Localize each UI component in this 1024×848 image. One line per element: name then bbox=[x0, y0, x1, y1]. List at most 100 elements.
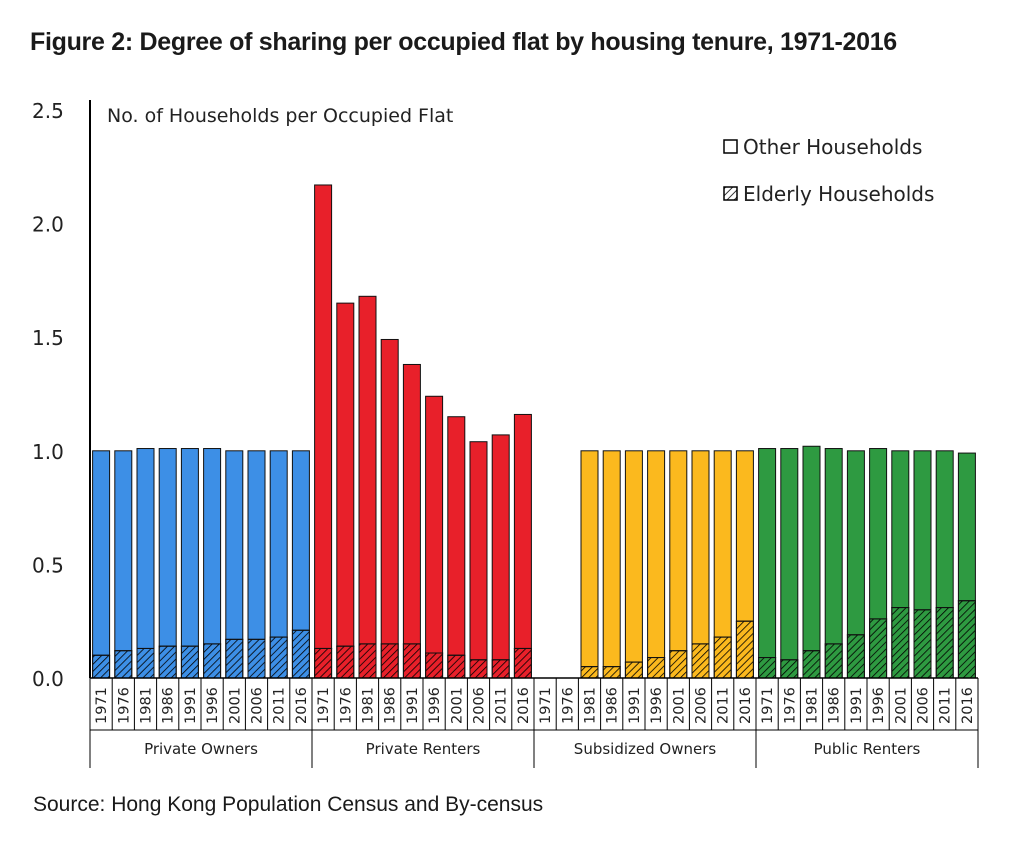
x-tick-label: 1996 bbox=[649, 687, 665, 724]
x-tick-label: 1991 bbox=[183, 687, 199, 724]
x-tick-label: 1996 bbox=[427, 687, 443, 724]
group-label: Private Owners bbox=[144, 740, 258, 758]
bar-other-households bbox=[580, 450, 599, 668]
x-tick-label: 2011 bbox=[494, 687, 510, 724]
x-tick-label: 1986 bbox=[161, 687, 177, 724]
bar-elderly-households-hatch bbox=[869, 618, 888, 679]
x-tick-label: 1996 bbox=[871, 687, 887, 724]
bar-elderly-households-hatch bbox=[380, 643, 399, 679]
x-tick-label: 1981 bbox=[139, 687, 155, 724]
bar-elderly-households-hatch bbox=[291, 629, 310, 679]
x-tick-label: 1971 bbox=[760, 687, 776, 724]
x-tick-label: 2016 bbox=[294, 687, 310, 724]
y-tick-label: 2.0 bbox=[32, 213, 64, 237]
x-tick-label: 2016 bbox=[960, 687, 976, 724]
x-tick-label: 1991 bbox=[849, 687, 865, 724]
bar-elderly-households-hatch bbox=[158, 645, 177, 679]
bar-elderly-households-hatch bbox=[203, 643, 222, 679]
x-tick-label: 1986 bbox=[383, 687, 399, 724]
x-tick-label: 1976 bbox=[782, 687, 798, 724]
bar-elderly-households-hatch bbox=[247, 638, 266, 679]
x-tick-label: 2006 bbox=[472, 687, 488, 724]
bar-other-households bbox=[203, 448, 222, 645]
bar-elderly-households-hatch bbox=[114, 650, 133, 679]
bar-other-households bbox=[624, 450, 643, 663]
x-tick-label: 2006 bbox=[694, 687, 710, 724]
legend-label-other: Other Households bbox=[743, 135, 922, 159]
x-tick-label: 1971 bbox=[94, 687, 110, 724]
bar-elderly-households-hatch bbox=[314, 647, 333, 679]
bar-other-households bbox=[891, 450, 910, 609]
x-tick-label: 1996 bbox=[205, 687, 221, 724]
x-tick-label: 2001 bbox=[893, 687, 909, 724]
x-tick-label: 1991 bbox=[627, 687, 643, 724]
y-tick-label: 1.5 bbox=[32, 326, 64, 350]
legend-swatch-elderly bbox=[723, 186, 738, 201]
bar-elderly-households-hatch bbox=[92, 654, 111, 679]
bar-other-households bbox=[691, 450, 710, 645]
x-tick-label: 1981 bbox=[583, 687, 599, 724]
bar-elderly-households-hatch bbox=[602, 666, 621, 679]
bar-other-households bbox=[846, 450, 865, 636]
bar-elderly-households-hatch bbox=[180, 645, 199, 679]
bar-elderly-households-hatch bbox=[447, 654, 466, 679]
bar-other-households bbox=[380, 338, 399, 645]
legend-swatch-other bbox=[723, 139, 738, 154]
x-tick-label: 2016 bbox=[516, 687, 532, 724]
x-tick-label: 1976 bbox=[116, 687, 132, 724]
bar-other-households bbox=[669, 450, 688, 652]
bar-elderly-households-hatch bbox=[513, 647, 532, 679]
bar-elderly-households-hatch bbox=[669, 650, 688, 679]
bar-other-households bbox=[358, 295, 377, 645]
bar-other-households bbox=[869, 448, 888, 620]
bar-elderly-households-hatch bbox=[402, 643, 421, 679]
bar-elderly-households-hatch bbox=[647, 657, 666, 679]
y-tick-label: 0.0 bbox=[32, 667, 64, 691]
bar-other-households bbox=[913, 450, 932, 611]
x-tick-label: 1986 bbox=[605, 687, 621, 724]
bar-other-households bbox=[314, 184, 333, 649]
y-axis-label: No. of Households per Occupied Flat bbox=[107, 105, 453, 127]
x-tick-label: 2006 bbox=[250, 687, 266, 724]
bar-elderly-households-hatch bbox=[935, 607, 954, 679]
bar-other-households bbox=[513, 413, 532, 649]
bar-elderly-households-hatch bbox=[735, 620, 754, 679]
bar-other-households bbox=[402, 363, 421, 645]
x-tick-label: 1981 bbox=[361, 687, 377, 724]
source-note: Source: Hong Kong Population Census and … bbox=[33, 793, 544, 816]
bar-other-households bbox=[247, 450, 266, 640]
bar-elderly-households-hatch bbox=[758, 657, 777, 679]
y-axis: 0.0 0.5 1.0 1.5 2.0 2.5 No. of Households per … bbox=[32, 99, 453, 691]
bar-elderly-households-hatch bbox=[358, 643, 377, 679]
bar-other-households bbox=[647, 450, 666, 659]
bar-elderly-households-hatch bbox=[469, 659, 488, 679]
bar-other-households bbox=[935, 450, 954, 609]
bar-other-households bbox=[158, 448, 177, 647]
bar-elderly-households-hatch bbox=[225, 638, 244, 679]
bar-elderly-households-hatch bbox=[425, 652, 444, 679]
bar-elderly-households-hatch bbox=[846, 634, 865, 679]
group-label: Public Renters bbox=[814, 740, 921, 758]
bar-other-households bbox=[447, 416, 466, 656]
bar-elderly-households-hatch bbox=[691, 643, 710, 679]
x-tick-label: 2006 bbox=[916, 687, 932, 724]
bar-elderly-households-hatch bbox=[891, 607, 910, 679]
x-tick-label: 2011 bbox=[272, 687, 288, 724]
bar-other-households bbox=[336, 302, 355, 647]
bar-elderly-households-hatch bbox=[269, 636, 288, 679]
bar-elderly-households-hatch bbox=[802, 650, 821, 679]
bar-other-households bbox=[136, 448, 155, 649]
bar-other-households bbox=[780, 448, 799, 661]
bar-other-households bbox=[225, 450, 244, 640]
bar-elderly-households-hatch bbox=[136, 647, 155, 679]
bar-elderly-households-hatch bbox=[580, 666, 599, 679]
legend: Other Households Elderly Households bbox=[723, 135, 934, 206]
bar-other-households bbox=[758, 448, 777, 659]
bar-other-households bbox=[180, 448, 199, 647]
x-tick-label: 2011 bbox=[938, 687, 954, 724]
bar-other-households bbox=[802, 445, 821, 652]
x-axis: 1971 1976 1981 1986 1991 1996 2001 2006 2011 2016… bbox=[89, 677, 979, 768]
bar-elderly-households-hatch bbox=[913, 609, 932, 679]
y-tick-label: 1.0 bbox=[32, 440, 64, 464]
